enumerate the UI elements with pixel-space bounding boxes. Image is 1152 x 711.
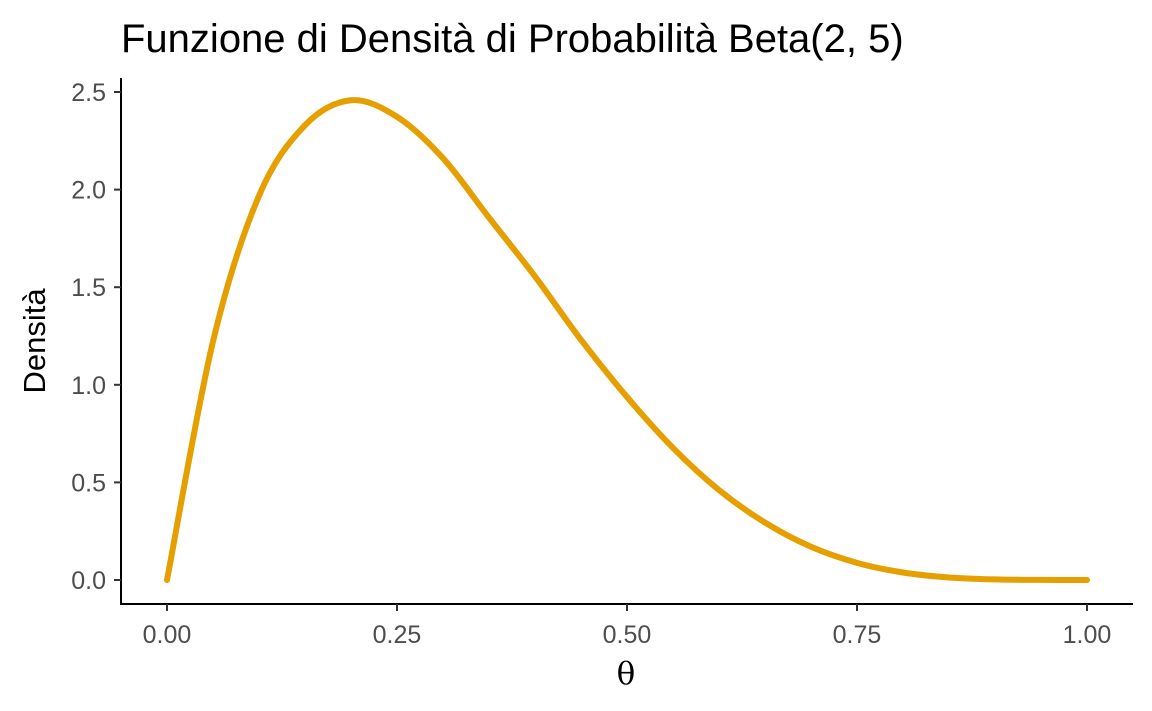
y-tick-label: 0.5 — [71, 469, 106, 497]
chart-title: Funzione di Densità di Probabilità Beta(… — [121, 17, 904, 61]
x-ticks: 0.00 0.25 0.50 0.75 1.00 — [143, 604, 1112, 649]
x-tick-label: 0.50 — [603, 621, 652, 649]
x-axis-title: θ — [617, 656, 636, 692]
y-tick-label: 1.0 — [71, 372, 106, 400]
y-axis-title: Densità — [17, 288, 52, 394]
y-tick-label: 0.0 — [71, 567, 106, 595]
x-tick-label: 1.00 — [1063, 621, 1112, 649]
density-curve — [164, 97, 1090, 583]
x-axis: 0.00 0.25 0.50 0.75 1.00 — [120, 603, 1133, 649]
y-tick-label: 1.5 — [71, 274, 106, 302]
plot-area — [164, 97, 1090, 583]
x-tick-label: 0.00 — [143, 621, 192, 649]
x-tick-label: 0.25 — [373, 621, 422, 649]
y-ticks: 0.0 0.5 1.0 1.5 2.0 2.5 — [71, 79, 121, 595]
y-axis: 0.0 0.5 1.0 1.5 2.0 2.5 — [71, 78, 122, 604]
y-tick-label: 2.5 — [71, 79, 106, 107]
x-tick-label: 0.75 — [833, 621, 882, 649]
y-tick-label: 2.0 — [71, 177, 106, 205]
